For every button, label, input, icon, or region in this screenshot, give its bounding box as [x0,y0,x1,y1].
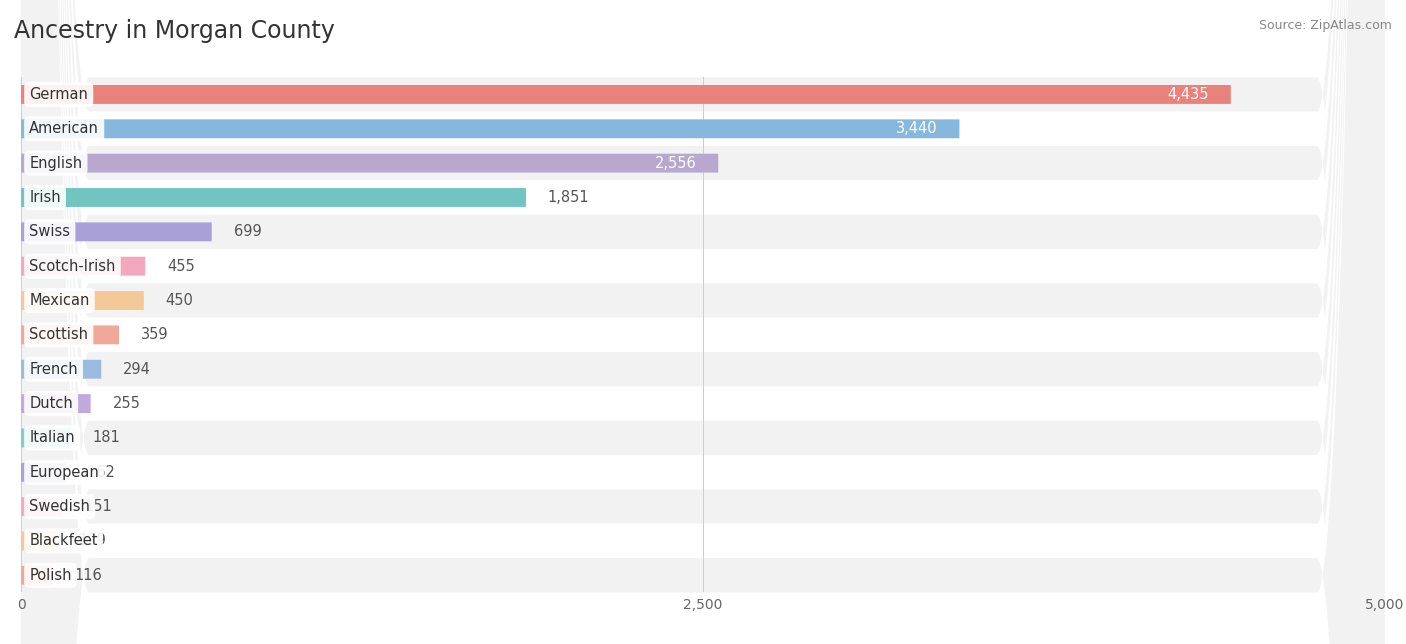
Text: Swedish: Swedish [30,499,90,514]
Text: Mexican: Mexican [30,293,90,308]
FancyBboxPatch shape [21,497,62,516]
FancyBboxPatch shape [21,0,1385,644]
Text: 699: 699 [233,224,262,240]
Text: Source: ZipAtlas.com: Source: ZipAtlas.com [1258,19,1392,32]
FancyBboxPatch shape [21,257,145,276]
Text: 1,851: 1,851 [548,190,589,205]
FancyBboxPatch shape [21,0,1385,644]
Text: 3,440: 3,440 [896,121,938,137]
FancyBboxPatch shape [21,0,1385,644]
FancyBboxPatch shape [21,0,1385,644]
Text: Ancestry in Morgan County: Ancestry in Morgan County [14,19,335,43]
FancyBboxPatch shape [21,360,101,379]
Text: 450: 450 [166,293,194,308]
Text: 255: 255 [112,396,141,411]
Text: 455: 455 [167,259,195,274]
Text: English: English [30,156,83,171]
Text: Swiss: Swiss [30,224,70,240]
Text: 151: 151 [84,499,112,514]
Text: Scotch-Irish: Scotch-Irish [30,259,115,274]
FancyBboxPatch shape [21,222,212,242]
FancyBboxPatch shape [21,566,53,585]
FancyBboxPatch shape [21,428,70,448]
Text: 162: 162 [87,465,115,480]
Text: Polish: Polish [30,568,72,583]
Text: 181: 181 [93,430,120,446]
Text: 129: 129 [79,533,105,549]
FancyBboxPatch shape [21,0,1385,644]
FancyBboxPatch shape [21,0,1385,644]
Text: French: French [30,362,77,377]
Text: 294: 294 [124,362,150,377]
FancyBboxPatch shape [21,0,1385,644]
FancyBboxPatch shape [21,0,1385,644]
Text: 116: 116 [75,568,103,583]
FancyBboxPatch shape [21,394,90,413]
FancyBboxPatch shape [21,85,1230,104]
FancyBboxPatch shape [21,0,1385,644]
FancyBboxPatch shape [21,188,526,207]
FancyBboxPatch shape [21,0,1385,644]
Text: 359: 359 [141,327,169,343]
Text: American: American [30,121,100,137]
FancyBboxPatch shape [21,291,143,310]
Text: Scottish: Scottish [30,327,89,343]
FancyBboxPatch shape [21,325,120,345]
Text: European: European [30,465,98,480]
FancyBboxPatch shape [21,0,1385,644]
Text: Italian: Italian [30,430,75,446]
Text: 4,435: 4,435 [1167,87,1209,102]
FancyBboxPatch shape [21,463,65,482]
FancyBboxPatch shape [21,0,1385,644]
FancyBboxPatch shape [21,531,56,551]
FancyBboxPatch shape [21,0,1385,644]
FancyBboxPatch shape [21,0,1385,644]
Text: Dutch: Dutch [30,396,73,411]
FancyBboxPatch shape [21,0,1385,644]
Text: German: German [30,87,89,102]
FancyBboxPatch shape [21,119,959,138]
Text: 2,556: 2,556 [655,156,696,171]
Text: Blackfeet: Blackfeet [30,533,98,549]
Text: Irish: Irish [30,190,60,205]
FancyBboxPatch shape [21,154,718,173]
